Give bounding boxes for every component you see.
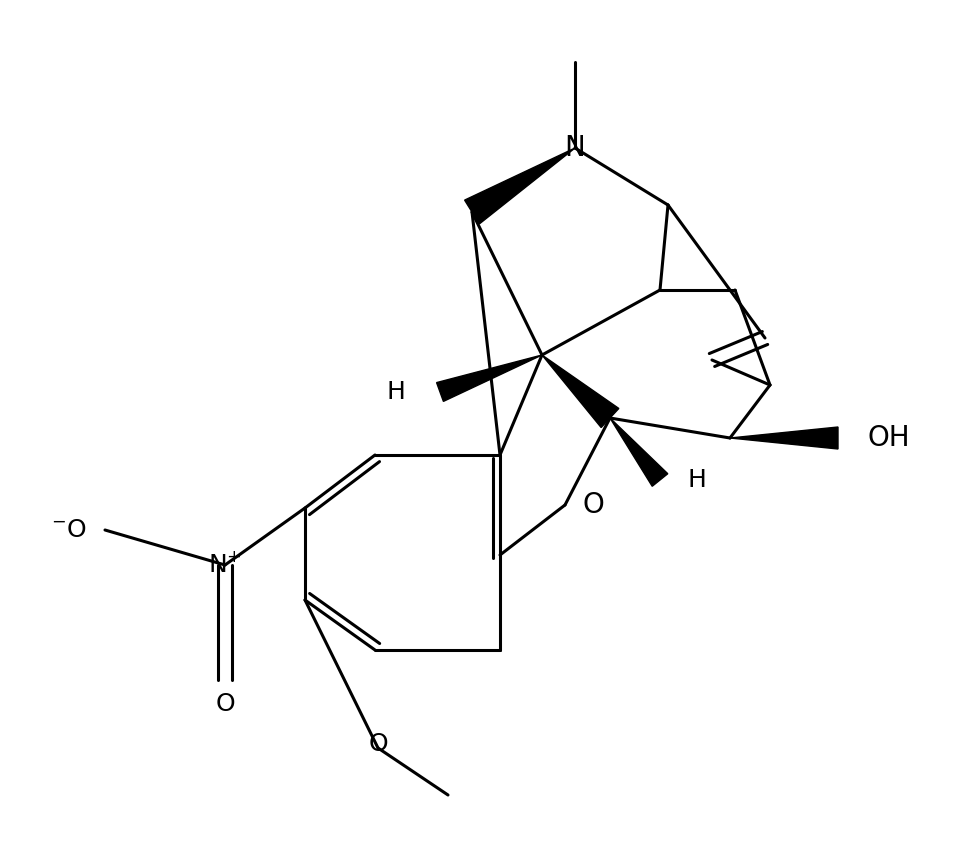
Text: O: O <box>583 491 605 519</box>
Polygon shape <box>730 427 838 449</box>
Text: O: O <box>215 692 235 716</box>
Text: N: N <box>565 134 585 162</box>
Polygon shape <box>437 355 542 401</box>
Polygon shape <box>542 355 619 427</box>
Text: H: H <box>386 380 405 404</box>
Text: H: H <box>688 468 706 492</box>
Text: N$^{+}$: N$^{+}$ <box>208 553 242 577</box>
Text: OH: OH <box>868 424 911 452</box>
Text: O: O <box>368 732 388 756</box>
Polygon shape <box>610 418 668 486</box>
Polygon shape <box>465 148 575 224</box>
Text: $^{-}$O: $^{-}$O <box>51 518 87 542</box>
